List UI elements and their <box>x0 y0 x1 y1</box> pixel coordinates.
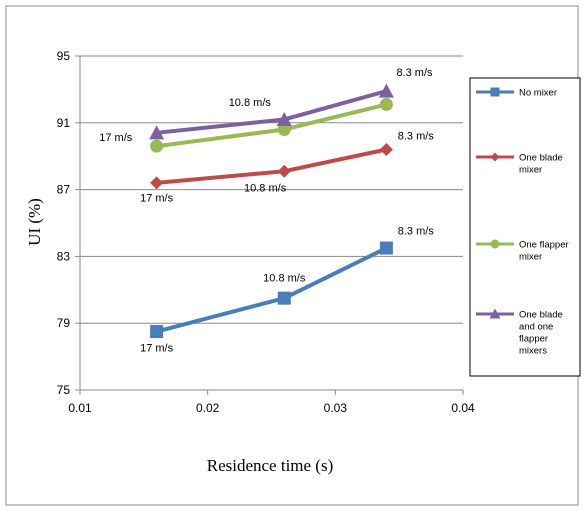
data-annotation: 17 m/s <box>140 192 174 204</box>
series-4 <box>149 83 394 140</box>
circle-marker <box>490 239 500 249</box>
triangle-marker <box>489 308 501 319</box>
data-annotation: 17 m/s <box>140 343 174 355</box>
legend-box <box>469 77 581 377</box>
legend-entry: One blade mixer <box>476 152 563 176</box>
circle-marker <box>379 97 393 111</box>
legend-entry: One blade and one flapper mixers <box>476 308 563 357</box>
axes: 75 79 83 87 91 95 0.01 0.02 0.03 0.04 <box>57 49 475 415</box>
x-tick-label: 0.02 <box>196 401 220 415</box>
diamond-marker <box>277 164 291 178</box>
legend-label: One blade mixer <box>519 153 563 176</box>
x-tick-label: 0.03 <box>324 401 348 415</box>
data-annotation: 8.3 m/s <box>398 226 435 238</box>
triangle-marker <box>378 83 394 98</box>
data-annotation: 8.3 m/s <box>396 67 433 79</box>
diamond-marker <box>379 143 393 157</box>
y-tick-label: 91 <box>57 116 71 130</box>
y-axis-title: UI (%) <box>25 198 44 246</box>
triangle-marker <box>276 111 292 126</box>
legend-label: One blade and one flapper mixers <box>519 310 563 357</box>
data-annotation: 17 m/s <box>99 132 133 144</box>
legend-label: One flapper mixer <box>519 240 569 263</box>
y-tick-label: 75 <box>57 383 71 397</box>
series-3 <box>150 97 393 153</box>
data-annotation: 10.8 m/s <box>229 97 272 109</box>
x-tick-label: 0.01 <box>68 401 92 415</box>
square-marker <box>150 325 164 339</box>
x-axis-title: Residence time (s) <box>207 456 334 475</box>
legend: No mixer One blade mixer One flapper mixer On… <box>469 77 581 377</box>
square-marker <box>277 291 291 305</box>
diamond-marker <box>490 152 500 162</box>
y-tick-label: 79 <box>57 316 71 330</box>
square-marker <box>490 87 500 97</box>
diamond-marker <box>150 176 164 190</box>
annotations: 17 m/s 10.8 m/s 8.3 m/s 17 m/s 10.8 m/s 8.3 m… <box>99 67 434 355</box>
y-tick-label: 87 <box>57 183 71 197</box>
legend-entry: One flapper mixer <box>476 239 569 263</box>
circle-marker <box>150 139 164 153</box>
data-annotation: 10.8 m/s <box>263 272 306 284</box>
square-marker <box>379 241 393 255</box>
y-tick-label: 83 <box>57 249 71 263</box>
circle-marker <box>277 122 291 136</box>
x-tick-label: 0.04 <box>451 401 475 415</box>
data-annotation: 8.3 m/s <box>398 131 435 143</box>
series-2 <box>150 143 393 190</box>
triangle-marker <box>149 125 165 140</box>
legend-label: No mixer <box>519 88 557 99</box>
series-1 <box>150 241 393 339</box>
legend-entry: No mixer <box>476 87 557 99</box>
data-annotation: 10.8 m/s <box>244 182 287 194</box>
plot-area <box>149 83 394 339</box>
y-tick-label: 95 <box>57 49 71 63</box>
